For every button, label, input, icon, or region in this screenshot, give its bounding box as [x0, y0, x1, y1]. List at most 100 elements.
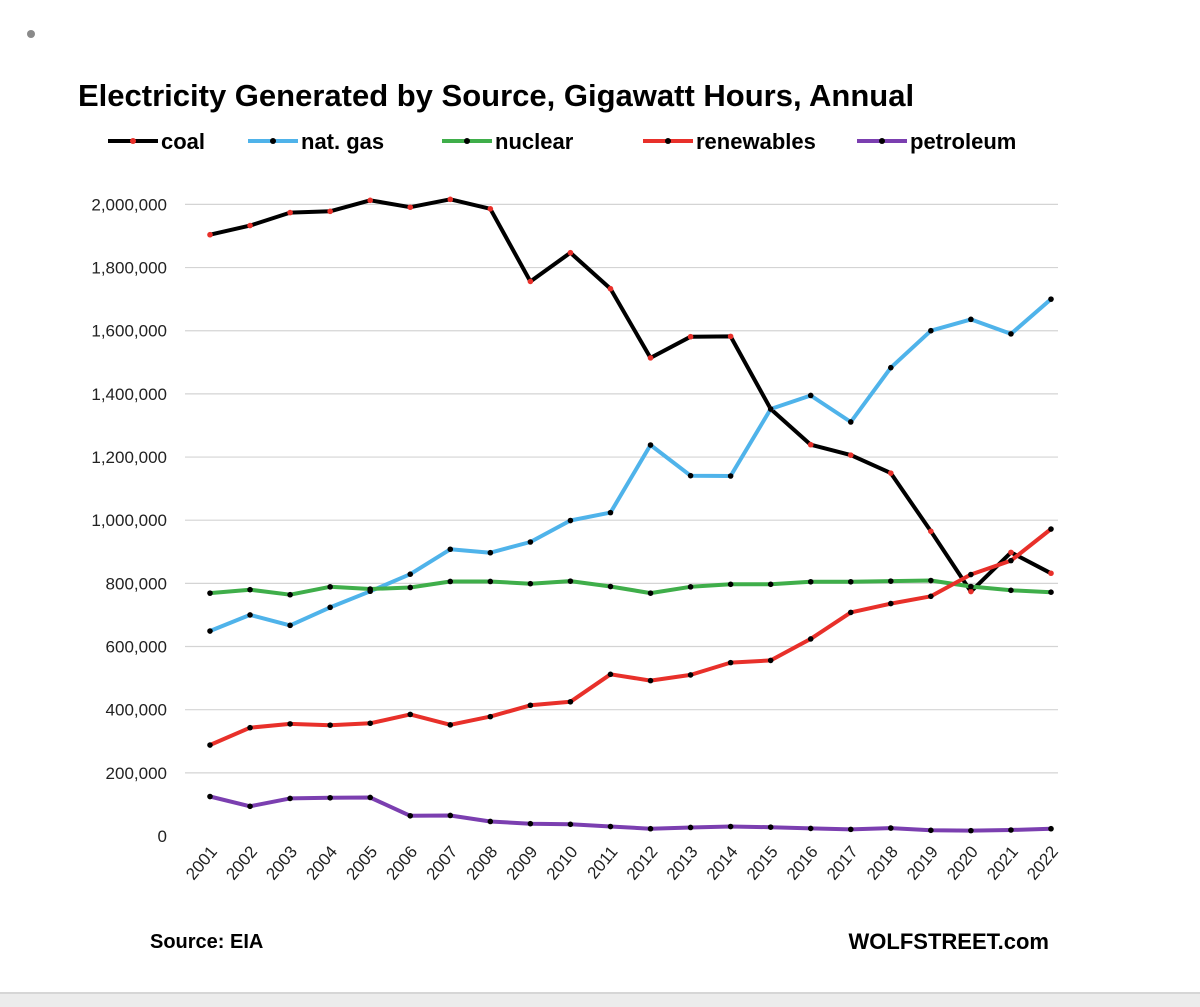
- list-bullet: [27, 30, 35, 38]
- x-tick-label: 2003: [262, 842, 301, 883]
- y-tick-label: 600,000: [106, 638, 167, 657]
- x-tick-label: 2013: [663, 842, 702, 883]
- data-point-renewables: [287, 721, 293, 727]
- data-point-petroleum: [487, 818, 494, 825]
- data-point-renewables: [687, 672, 694, 678]
- data-point-natgas: [527, 539, 534, 545]
- series-line-petroleum: [208, 794, 1053, 833]
- data-point-nuclear: [888, 578, 894, 584]
- data-point-coal: [487, 206, 494, 212]
- y-tick-label: 400,000: [106, 701, 167, 720]
- data-point-nuclear: [567, 578, 574, 584]
- data-point-petroleum: [847, 826, 854, 833]
- x-tick-label: 2008: [463, 842, 502, 883]
- legend-label: nuclear: [495, 129, 574, 154]
- data-point-petroleum: [888, 825, 894, 831]
- data-point-renewables: [567, 698, 574, 705]
- x-tick-label: 2014: [703, 842, 742, 883]
- legend: coal nat. gas nuclear renewables petroleum: [108, 129, 1016, 154]
- x-tick-label: 2021: [983, 842, 1022, 883]
- data-point-natgas: [968, 316, 974, 323]
- legend-marker: [130, 138, 136, 144]
- data-point-natgas: [287, 622, 293, 629]
- x-tick-label: 2022: [1023, 842, 1062, 883]
- data-point-natgas: [447, 546, 454, 553]
- gridlines: [185, 203, 1058, 774]
- x-tick-label: 2004: [302, 842, 341, 883]
- data-point-nuclear: [968, 583, 974, 590]
- series-line-natgas: [208, 297, 1053, 633]
- data-point-nuclear: [1008, 587, 1014, 594]
- data-point-petroleum: [207, 793, 213, 800]
- y-tick-label: 1,200,000: [91, 448, 167, 467]
- data-point-natgas: [207, 628, 213, 634]
- data-point-renewables: [447, 722, 454, 728]
- x-tick-label: 2010: [543, 842, 582, 883]
- data-point-nuclear: [1048, 589, 1054, 596]
- x-tick-label: 2016: [783, 842, 822, 883]
- data-point-coal: [968, 588, 974, 595]
- x-tick-label: 2009: [503, 842, 542, 883]
- y-tick-label: 800,000: [106, 574, 167, 593]
- data-point-natgas: [247, 612, 253, 618]
- data-point-natgas: [407, 571, 414, 578]
- data-point-petroleum: [727, 823, 734, 830]
- x-tick-label: 2005: [342, 842, 381, 883]
- data-point-renewables: [247, 724, 253, 731]
- data-point-coal: [447, 196, 454, 203]
- data-point-coal: [607, 285, 614, 292]
- data-point-renewables: [647, 677, 654, 684]
- data-point-petroleum: [1048, 825, 1054, 832]
- data-point-natgas: [1008, 331, 1014, 337]
- x-tick-label: 2002: [222, 842, 261, 883]
- y-tick-label: 2,000,000: [91, 195, 167, 214]
- data-point-coal: [287, 209, 293, 216]
- data-point-renewables: [367, 720, 373, 727]
- data-point-renewables: [888, 600, 894, 607]
- data-point-coal: [727, 333, 734, 340]
- series-markers: [207, 196, 1054, 834]
- data-point-renewables: [968, 571, 974, 578]
- x-tick-label: 2007: [422, 842, 461, 883]
- data-point-nuclear: [647, 590, 654, 596]
- data-point-renewables: [928, 593, 934, 600]
- series-lines: [208, 197, 1053, 833]
- data-point-nuclear: [727, 581, 734, 588]
- data-point-nuclear: [807, 578, 814, 585]
- legend-label: renewables: [696, 129, 816, 154]
- series-line-coal: [208, 197, 1053, 594]
- data-point-coal: [247, 222, 253, 229]
- data-point-coal: [888, 470, 894, 476]
- data-point-coal: [527, 278, 534, 285]
- data-point-natgas: [567, 517, 574, 524]
- data-point-coal: [687, 333, 694, 340]
- data-point-renewables: [327, 722, 333, 728]
- data-point-nuclear: [767, 581, 774, 588]
- data-point-renewables: [607, 671, 614, 678]
- data-point-natgas: [607, 509, 614, 516]
- data-point-renewables: [527, 702, 534, 709]
- data-point-coal: [1048, 570, 1054, 577]
- legend-label: coal: [161, 129, 205, 154]
- legend-label: nat. gas: [301, 129, 384, 154]
- data-point-renewables: [1008, 557, 1014, 564]
- legend-marker: [270, 138, 276, 144]
- y-axis-ticks: 0 200,000 400,000 600,000 800,000 1,000,000 1,…: [91, 195, 167, 846]
- data-point-renewables: [847, 609, 854, 616]
- data-point-renewables: [727, 659, 734, 666]
- y-tick-label: 1,600,000: [91, 322, 167, 341]
- data-point-coal: [807, 441, 814, 448]
- data-point-nuclear: [607, 583, 614, 590]
- x-tick-label: 2020: [943, 842, 982, 883]
- data-point-nuclear: [447, 578, 454, 585]
- data-point-natgas: [327, 604, 333, 611]
- data-point-petroleum: [567, 821, 574, 828]
- x-tick-label: 2001: [182, 842, 221, 883]
- data-point-natgas: [767, 406, 774, 412]
- data-point-nuclear: [687, 584, 694, 590]
- data-point-natgas: [888, 364, 894, 371]
- series-line-nuclear: [208, 578, 1053, 597]
- x-tick-label: 2011: [583, 842, 621, 882]
- x-tick-label: 2019: [903, 842, 942, 883]
